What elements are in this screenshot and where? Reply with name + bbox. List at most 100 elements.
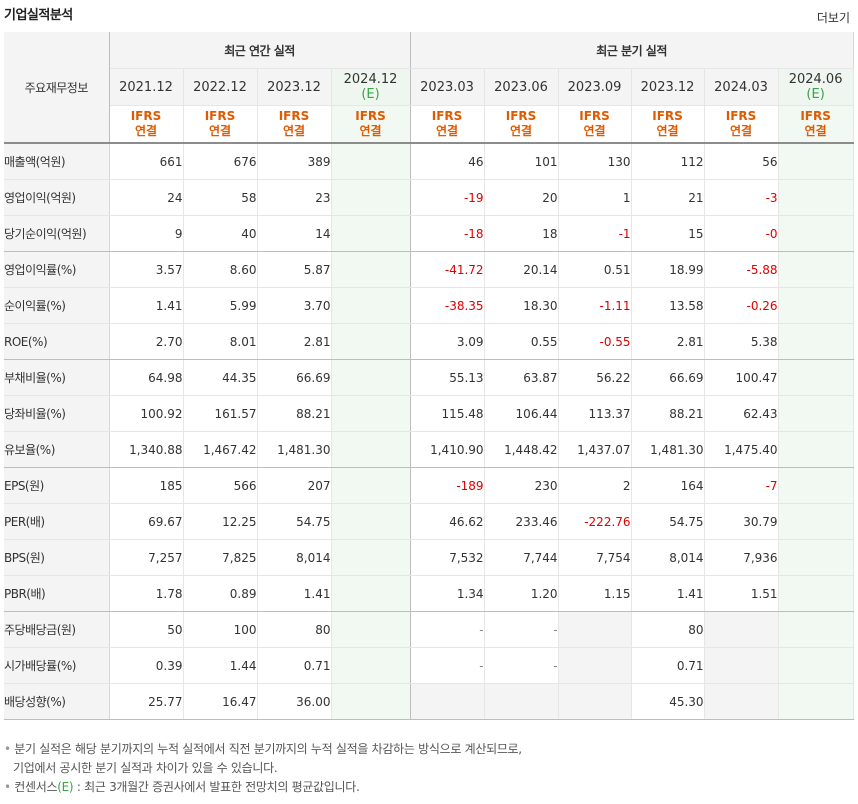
- table-cell: -1: [558, 215, 632, 252]
- table-cell: 1.51: [704, 575, 779, 612]
- table-cell: 115.48: [410, 395, 485, 432]
- more-link[interactable]: 더보기: [816, 11, 850, 25]
- table-cell: 106.44: [484, 395, 559, 432]
- estimate-mark: (E): [806, 87, 825, 102]
- table-cell: 80: [631, 611, 705, 648]
- table-cell: [778, 142, 854, 180]
- table-cell: 13.58: [631, 287, 705, 324]
- table-cell: 1,481.30: [257, 431, 332, 468]
- table-cell: [778, 215, 854, 252]
- financial-table: 주요재무정보 최근 연간 실적 최근 분기 실적 2021.12 2022.12 2023…: [4, 32, 854, 720]
- table-cell: [331, 683, 411, 720]
- table-cell: 24: [109, 179, 184, 216]
- period-header: 2024.12 (E): [331, 68, 411, 106]
- table-cell: -0: [704, 215, 779, 252]
- table-cell: 56: [704, 142, 779, 180]
- table-cell: 46.62: [410, 503, 485, 540]
- table-cell: [331, 431, 411, 468]
- consolidated-label: 연결: [208, 124, 232, 138]
- table-cell: 1.20: [484, 575, 559, 612]
- ifrs-label: IFRS: [204, 109, 236, 123]
- consolidated-label: 연결: [583, 124, 606, 138]
- table-cell: 161.57: [183, 395, 258, 432]
- table-cell: 0.71: [257, 647, 332, 684]
- table-cell: [778, 287, 854, 324]
- table-row: 부채비율(%) 64.98 44.35 66.69 55.13 63.87 56.22 66.…: [4, 359, 854, 396]
- table-cell: 0.39: [109, 647, 184, 684]
- table-cell: [778, 179, 854, 216]
- row-label: PBR(배): [4, 575, 110, 612]
- ifrs-basis: IFRS 연결: [257, 105, 332, 144]
- table-cell: -: [410, 611, 485, 648]
- table-cell: 64.98: [109, 359, 184, 396]
- table-cell: -0.26: [704, 287, 779, 324]
- consolidated-label: 연결: [510, 124, 533, 138]
- table-cell: 88.21: [257, 395, 332, 432]
- period-header: 2023.06: [484, 68, 559, 106]
- ifrs-label: IFRS: [130, 109, 162, 123]
- consolidated-label: 연결: [282, 124, 306, 138]
- period-label: 2024.03: [714, 79, 768, 95]
- footnotes: • 분기 실적은 해당 분기까지의 누적 실적에서 직전 분기까지의 누적 실적…: [4, 740, 522, 797]
- ifrs-label: IFRS: [725, 109, 757, 123]
- table-cell: [704, 647, 779, 684]
- ifrs-label: IFRS: [278, 109, 310, 123]
- table-cell: [331, 251, 411, 288]
- table-cell: [778, 503, 854, 540]
- table-cell: 23: [257, 179, 332, 216]
- table-cell: 7,825: [183, 539, 258, 576]
- table-cell: 14: [257, 215, 332, 252]
- table-cell: 9: [109, 215, 184, 252]
- table-cell: [331, 323, 411, 360]
- table-cell: 1,448.42: [484, 431, 559, 468]
- table-row: 배당성향(%) 25.77 16.47 36.00 45.30: [4, 683, 854, 720]
- table-cell: 40: [183, 215, 258, 252]
- row-label: 시가배당률(%): [4, 647, 110, 684]
- quarter-group-header: 최근 분기 실적: [410, 32, 854, 69]
- table-cell: 3.70: [257, 287, 332, 324]
- table-row: 영업이익률(%) 3.57 8.60 5.87 -41.72 20.14 0.51 18.99…: [4, 251, 854, 288]
- table-cell: 164: [631, 467, 705, 504]
- table-cell: -5.88: [704, 251, 779, 288]
- table-cell: 80: [257, 611, 332, 648]
- table-cell: 7,257: [109, 539, 184, 576]
- table-cell: [778, 323, 854, 360]
- table-cell: 55.13: [410, 359, 485, 396]
- table-cell: 16.47: [183, 683, 258, 720]
- table-cell: [778, 575, 854, 612]
- table-cell: 230: [484, 467, 559, 504]
- table-cell: [484, 683, 559, 720]
- table-cell: [778, 431, 854, 468]
- table-cell: 1,437.07: [558, 431, 632, 468]
- row-label: 주당배당금(원): [4, 611, 110, 648]
- table-cell: -19: [410, 179, 485, 216]
- table-cell: 566: [183, 467, 258, 504]
- ifrs-basis: IFRS 연결: [558, 105, 632, 144]
- period-label: 2023.09: [567, 79, 622, 95]
- table-cell: [778, 395, 854, 432]
- row-header-label: 주요재무정보: [4, 32, 110, 144]
- table-cell: [778, 251, 854, 288]
- table-cell: 207: [257, 467, 332, 504]
- footnote-1: • 분기 실적은 해당 분기까지의 누적 실적에서 직전 분기까지의 누적 실적…: [4, 742, 522, 756]
- period-label: 2024.06: [788, 72, 843, 87]
- row-label: EPS(원): [4, 467, 110, 504]
- period-label: 2023.06: [494, 79, 548, 95]
- table-cell: 5.38: [704, 323, 779, 360]
- table-cell: 5.99: [183, 287, 258, 324]
- table-cell: 112: [631, 142, 705, 180]
- table-cell: 1.41: [257, 575, 332, 612]
- table-cell: 0.89: [183, 575, 258, 612]
- table-row: 주당배당금(원) 50 100 80- -80: [4, 611, 854, 648]
- period-label: 2022.12: [193, 79, 247, 95]
- row-label: PER(배): [4, 503, 110, 540]
- table-cell: 62.43: [704, 395, 779, 432]
- table-cell: 54.75: [257, 503, 332, 540]
- table-cell: 7,754: [558, 539, 632, 576]
- table-cell: 0.55: [484, 323, 559, 360]
- table-cell: 30.79: [704, 503, 779, 540]
- row-label: 당좌비율(%): [4, 395, 110, 432]
- table-cell: [331, 179, 411, 216]
- table-cell: 5.87: [257, 251, 332, 288]
- annual-group-header: 최근 연간 실적: [109, 32, 411, 69]
